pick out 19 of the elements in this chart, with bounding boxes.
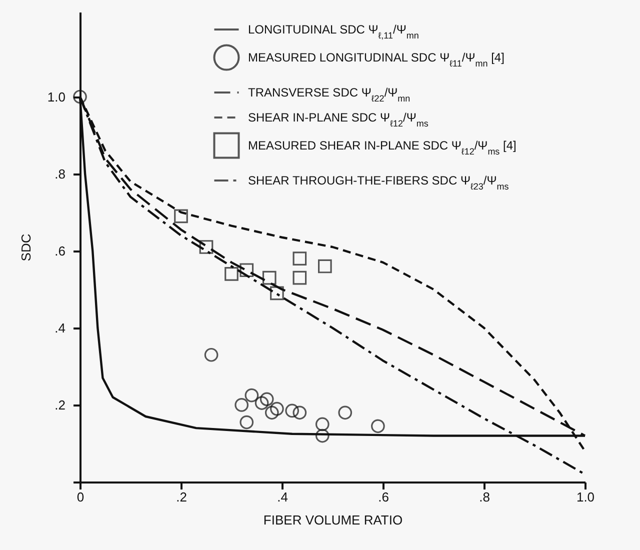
x-tick-label: 0 (76, 490, 84, 504)
legend-label: TRANSVERSE SDC Ψ$_{ℓ22}$/Ψ$_{mn}$ (248, 86, 410, 104)
legend-label: MEASURED LONGITUDINAL SDC Ψ$_{ℓ11}$/Ψ$_{mn}$ [4] (248, 50, 504, 68)
x-tick-label: .4 (277, 490, 288, 504)
legend-label: SHEAR THROUGH-THE-FIBERS SDC Ψ$_{ℓ23}$/Ψ$_{ms}$ (248, 174, 510, 192)
x-tick-label: .6 (378, 490, 389, 504)
legend-label: MEASURED SHEAR IN-PLANE SDC Ψ$_{ℓ12}$/Ψ$_{ms}$ [4] (248, 138, 516, 156)
x-axis-title: FIBER VOLUME RATIO (263, 512, 403, 528)
y-tick-label: .8 (54, 166, 66, 182)
y-tick-label: .2 (54, 397, 66, 412)
x-tick-label: 1.0 (576, 490, 595, 504)
y-tick-label: .4 (54, 320, 66, 336)
y-tick-label: 1.0 (47, 89, 66, 104)
y-axis-title: SDC (18, 234, 34, 262)
x-tick-label: .2 (176, 490, 187, 504)
x-tick-label: .8 (479, 490, 490, 504)
legend-label: SHEAR IN-PLANE SDC Ψ$_{ℓ12}$/Ψ$_{ms}$ (248, 110, 429, 128)
y-tick-label: .6 (54, 243, 66, 258)
legend-label: LONGITUDINAL SDC Ψ$_{ℓ,11}$/Ψ$_{mn}$ (248, 22, 419, 40)
